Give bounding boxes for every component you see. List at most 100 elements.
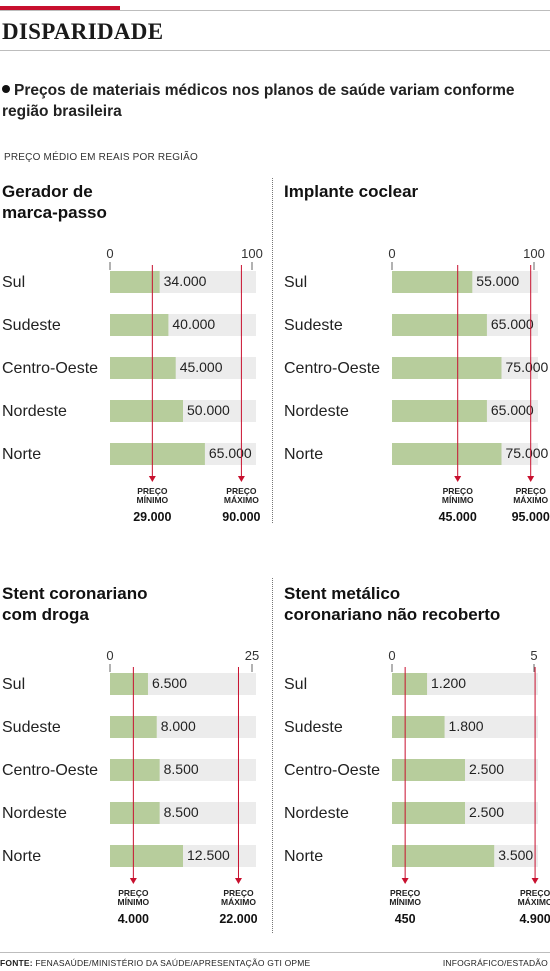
panel-title-line: Stent metálico [284,584,400,603]
value-label: 3.500 [498,847,533,863]
bar-centro-oeste [392,759,465,781]
price-max-label: MÁXIMO [518,897,550,907]
region-label: Norte [284,446,323,463]
price-max-label: PREÇO [226,486,257,496]
price-min-label: MÍNIMO [442,495,474,505]
price-min-value: 450 [395,912,416,926]
title-rule [0,50,550,51]
region-label: Nordeste [2,805,67,822]
panel-title-line: coronariano não recoberto [284,605,500,624]
bar-norte [392,845,495,867]
chart-implante-coclear: Implante coclear 0 100 Sul 55.000 Sudeste 65.0… [284,182,550,524]
region-label: Norte [2,446,41,463]
value-label: 8.500 [164,761,199,777]
bar-sudeste [110,314,169,336]
bar-centro-oeste [110,759,160,781]
price-min-label: PREÇO [118,888,149,898]
region-label: Sudeste [284,719,343,736]
tick-label-max: 100 [523,246,545,261]
credit: INFOGRÁFICO/ESTADÃO [442,958,548,968]
price-min-label: MÍNIMO [137,495,169,505]
tick-label-max: 100 [241,246,263,261]
value-label: 65.000 [209,445,252,461]
region-label: Centro-Oeste [284,762,380,779]
region-label: Centro-Oeste [284,360,380,377]
panel-title-line: Stent coronariano [2,584,147,603]
region-label: Sul [2,274,25,291]
price-max-arrow-icon [234,878,242,884]
bar-sudeste [392,716,445,738]
price-min-arrow-icon [129,878,137,884]
price-max-value: 95.000 [512,510,550,524]
top-accent-rule [0,6,120,10]
price-min-label: PREÇO [443,486,474,496]
panel-title-line: Implante coclear [284,182,419,201]
bar-centro-oeste [392,357,502,379]
price-max-label: PREÇO [516,486,547,496]
price-max-label: PREÇO [520,888,550,898]
bar-norte [392,443,502,465]
bar-nordeste [392,802,465,824]
region-label: Sudeste [2,719,61,736]
value-label: 2.500 [469,804,504,820]
region-label: Sul [284,676,307,693]
value-label: 65.000 [491,316,534,332]
tick-label-min: 0 [388,246,395,261]
price-max-arrow-icon [527,476,535,482]
footer-rule [0,952,550,953]
source-note: FONTE: FENASAÚDE/MINISTÉRIO DA SAÚDE/APR… [0,958,310,968]
region-label: Nordeste [284,805,349,822]
region-label: Sudeste [2,317,61,334]
column-divider-top [272,178,273,523]
bar-sul [392,673,428,695]
value-label: 1.200 [431,675,466,691]
bar-sul [110,271,160,293]
price-min-arrow-icon [148,476,156,482]
tick-label-max: 5 [530,648,537,663]
bar-norte [110,845,183,867]
unit-label: PREÇO MÉDIO EM REAIS POR REGIÃO [4,152,199,163]
bar-norte [110,443,205,465]
value-label: 40.000 [172,316,215,332]
value-label: 45.000 [180,359,223,375]
tick-label-min: 0 [106,246,113,261]
value-label: 12.500 [187,847,230,863]
bar-nordeste [110,400,183,422]
tick-label-min: 0 [388,648,395,663]
region-label: Sudeste [284,317,343,334]
price-max-value: 90.000 [222,510,260,524]
price-min-value: 45.000 [439,510,477,524]
column-divider-bottom [272,578,273,933]
price-min-label: MÍNIMO [118,897,150,907]
value-label: 8.000 [161,718,196,734]
price-max-value: 22.000 [219,912,257,926]
price-max-label: MÁXIMO [224,495,259,505]
chart-stent-metalico: Stent metálico coronariano não recoberto 0… [284,584,550,926]
price-min-label: PREÇO [390,888,421,898]
region-label: Sul [284,274,307,291]
bar-centro-oeste [110,357,176,379]
value-label: 50.000 [187,402,230,418]
top-thin-rule [0,10,550,11]
price-min-label: MÍNIMO [389,897,421,907]
price-min-value: 4.000 [118,912,149,926]
region-label: Centro-Oeste [2,762,98,779]
price-min-arrow-icon [401,878,409,884]
region-label: Nordeste [284,403,349,420]
bar-sudeste [392,314,487,336]
tick-label-min: 0 [106,648,113,663]
value-label: 75.000 [506,445,549,461]
value-label: 75.000 [506,359,549,375]
panel-title-line: Gerador de [2,182,93,201]
bar-sul [392,271,473,293]
value-label: 34.000 [164,273,207,289]
bar-nordeste [110,802,160,824]
value-label: 6.500 [152,675,187,691]
panel-title-line: com droga [2,605,89,624]
region-label: Norte [2,848,41,865]
region-label: Nordeste [2,403,67,420]
value-label: 1.800 [449,718,484,734]
bar-nordeste [392,400,487,422]
price-max-arrow-icon [531,878,539,884]
chart-stent-com-droga: Stent coronariano com droga 0 25 Sul 6.500 Sud… [2,584,259,926]
